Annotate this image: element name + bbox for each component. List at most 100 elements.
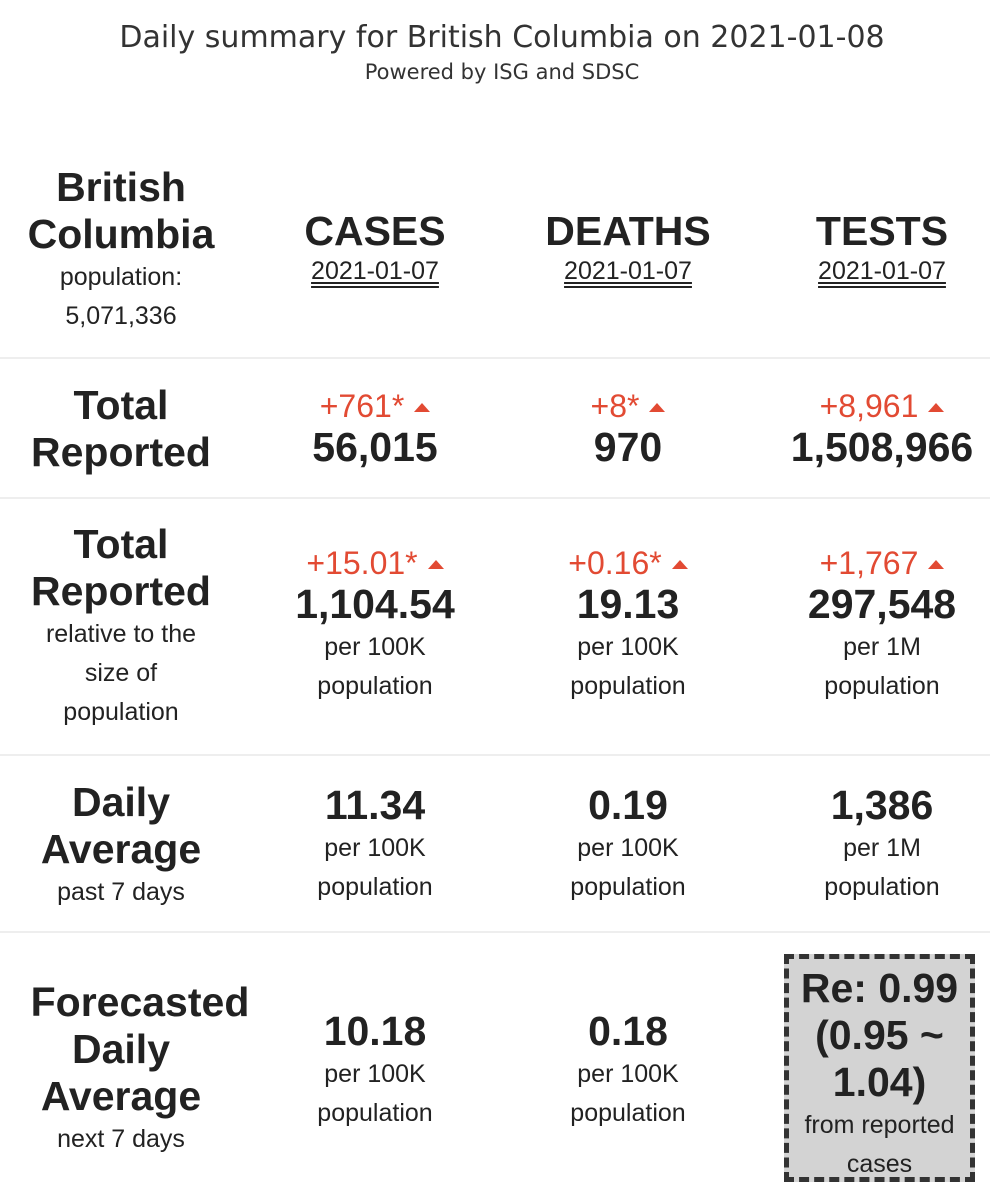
daily-deaths-unit-2: population (570, 873, 686, 901)
forecast-sub: next 7 days (57, 1125, 185, 1153)
relative-sub-line1: relative to the (45, 620, 197, 648)
forecast-cases-value: 10.18 (323, 1008, 427, 1054)
forecast-deaths-cell: 0.18 per 100K population (503, 1008, 753, 1133)
total-cases-value: 56,015 (312, 424, 438, 470)
page-title: Daily summary for British Columbia on 20… (119, 20, 885, 55)
relative-tests-cell: +1,767 297,548 per 1M population (757, 545, 990, 706)
forecast-label-line3: Average (40, 1073, 202, 1119)
forecast-label-line1: Forecasted (30, 979, 250, 1025)
row-divider (0, 357, 990, 359)
increase-arrow-icon (928, 403, 945, 412)
total-cases-cell: +761* 56,015 (250, 388, 500, 471)
total-reported-label-line1: Total (73, 382, 169, 428)
region-header: British Columbia population: 5,071,336 (0, 164, 242, 336)
daily-deaths-unit: per 100K (577, 834, 679, 862)
daily-average-label-line2: Average (40, 826, 202, 872)
relative-tests-delta-text: +1,767 (819, 545, 919, 581)
forecast-cases-cell: 10.18 per 100K population (250, 1008, 500, 1133)
forecast-deaths-unit: per 100K (577, 1060, 679, 1088)
increase-arrow-icon (671, 560, 688, 569)
daily-cases-unit: per 100K (324, 834, 426, 862)
column-label-tests: TESTS (815, 208, 949, 254)
forecast-deaths-value: 0.18 (588, 1008, 668, 1054)
increase-arrow-icon (928, 560, 945, 569)
row-divider (0, 754, 990, 756)
relative-cases-delta-text: +15.01* (306, 545, 418, 581)
total-deaths-delta-text: +8* (590, 388, 640, 424)
daily-cases-unit-2: population (317, 873, 433, 901)
daily-tests-cell: 1,386 per 1M population (757, 782, 990, 907)
relative-cases-value: 1,104.54 (295, 581, 455, 627)
daily-tests-unit-2: population (824, 873, 940, 901)
relative-label-line1: Total (73, 521, 169, 567)
total-cases-delta: +761* (250, 388, 500, 424)
column-date-deaths[interactable]: 2021-01-07 (564, 257, 692, 285)
re-interval-high: 1.04) (832, 1059, 927, 1105)
increase-arrow-icon (649, 403, 666, 412)
total-deaths-delta: +8* (503, 388, 753, 424)
relative-deaths-cell: +0.16* 19.13 per 100K population (503, 545, 753, 706)
relative-cases-unit: per 100K (324, 633, 426, 661)
row-divider (0, 931, 990, 933)
relative-cases-cell: +15.01* 1,104.54 per 100K population (250, 545, 500, 706)
re-source-line2: cases (846, 1150, 913, 1178)
relative-deaths-unit-2: population (570, 672, 686, 700)
column-date-tests[interactable]: 2021-01-07 (818, 257, 946, 285)
column-label-cases: CASES (304, 208, 446, 254)
total-tests-delta-text: +8,961 (819, 388, 919, 424)
daily-deaths-value: 0.19 (588, 782, 668, 828)
column-label-deaths: DEATHS (545, 208, 711, 254)
daily-average-label: Daily Average past 7 days (0, 779, 242, 912)
relative-label: Total Reported relative to the size of p… (0, 521, 242, 732)
daily-cases-cell: 11.34 per 100K population (250, 782, 500, 907)
population-label: population: (59, 263, 183, 291)
population-value: 5,071,336 (65, 302, 177, 330)
relative-cases-unit-2: population (317, 672, 433, 700)
total-deaths-cell: +8* 970 (503, 388, 753, 471)
relative-deaths-delta-text: +0.16* (568, 545, 662, 581)
forecast-cases-unit: per 100K (324, 1060, 426, 1088)
increase-arrow-icon (414, 403, 431, 412)
relative-tests-delta: +1,767 (757, 545, 990, 581)
daily-deaths-cell: 0.19 per 100K population (503, 782, 753, 907)
relative-sub-line2: size of (84, 659, 158, 687)
re-source-line1: from reported (804, 1111, 955, 1139)
total-cases-delta-text: +761* (319, 388, 405, 424)
daily-average-sub: past 7 days (57, 878, 185, 906)
column-header-tests: TESTS 2021-01-07 (757, 208, 990, 287)
relative-deaths-unit: per 100K (577, 633, 679, 661)
relative-deaths-value: 19.13 (576, 581, 680, 627)
relative-tests-unit: per 1M (843, 633, 921, 661)
re-estimate-box: Re: 0.99 (0.95 ~ 1.04) from reported cas… (784, 954, 975, 1182)
relative-tests-unit-2: population (824, 672, 940, 700)
region-name-line1: British (56, 164, 186, 210)
increase-arrow-icon (427, 560, 444, 569)
re-interval-low: (0.95 ~ (815, 1012, 944, 1058)
total-reported-label-line2: Reported (31, 429, 211, 475)
daily-cases-value: 11.34 (324, 782, 426, 828)
forecast-cases-unit-2: population (317, 1099, 433, 1127)
daily-average-label-line1: Daily (72, 779, 170, 825)
forecast-deaths-unit-2: population (570, 1099, 686, 1127)
relative-deaths-delta: +0.16* (503, 545, 753, 581)
daily-tests-value: 1,386 (830, 782, 934, 828)
page-header: Daily summary for British Columbia on 20… (0, 18, 990, 86)
relative-cases-delta: +15.01* (250, 545, 500, 581)
relative-label-line2: Reported (31, 568, 211, 614)
total-deaths-value: 970 (593, 424, 663, 470)
region-name-line2: Columbia (27, 211, 215, 257)
total-reported-label: Total Reported (0, 382, 242, 476)
daily-tests-unit: per 1M (843, 834, 921, 862)
total-tests-delta: +8,961 (757, 388, 990, 424)
column-header-deaths: DEATHS 2021-01-07 (503, 208, 753, 287)
relative-sub-line3: population (63, 698, 179, 726)
total-tests-value: 1,508,966 (790, 424, 974, 470)
forecast-label: Forecasted Daily Average next 7 days (0, 979, 280, 1159)
column-date-cases[interactable]: 2021-01-07 (311, 257, 439, 285)
row-divider (0, 497, 990, 499)
relative-tests-value: 297,548 (807, 581, 957, 627)
re-value: Re: 0.99 (800, 965, 959, 1011)
page-subtitle: Powered by ISG and SDSC (364, 60, 640, 84)
forecast-label-line2: Daily (72, 1026, 170, 1072)
column-header-cases: CASES 2021-01-07 (250, 208, 500, 287)
